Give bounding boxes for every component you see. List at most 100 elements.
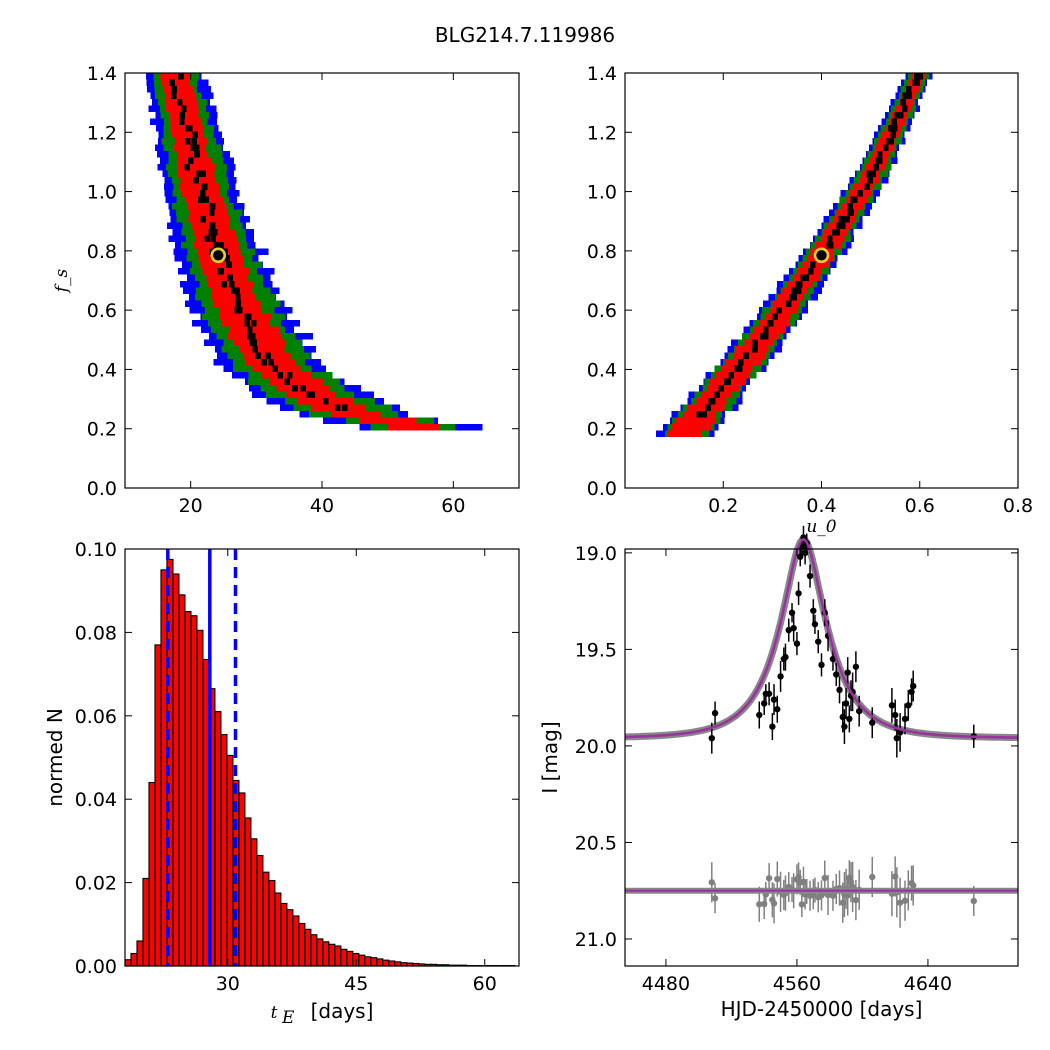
best-fit-cell [701, 411, 707, 418]
best-fit-cell [190, 144, 197, 151]
best-fit-cell [696, 411, 703, 418]
best-fit-cell [203, 196, 209, 203]
data-point [844, 669, 851, 676]
confidence-region-cell [176, 151, 209, 158]
best-fit-cell [876, 157, 883, 164]
confidence-region-cell [177, 164, 215, 171]
best-fit-cell [247, 333, 253, 340]
data-point [795, 590, 802, 597]
panel-fs-vs-te: 20 40 60 0.0 0.2 0.4 0.6 0.8 1.0 1.2 1.4 f_s [52, 63, 520, 517]
residual-point [708, 879, 715, 886]
best-fit-cell [776, 307, 783, 314]
best-fit-cell [900, 99, 907, 106]
histogram-bar [238, 792, 246, 967]
best-fit-cell [796, 281, 803, 288]
best-fit-cell [851, 196, 858, 203]
best-fit-cell [180, 105, 187, 112]
data-point [793, 640, 801, 647]
histogram-bar [244, 817, 252, 967]
data-point [841, 723, 848, 730]
panel-te-histogram: 30 45 60 0.00 0.02 0.04 0.06 0.08 0.10 t E [days] no… [43, 539, 520, 1028]
data-point [910, 682, 917, 690]
data-point [855, 707, 863, 715]
best-fit-cell [209, 222, 215, 229]
histogram-bar [298, 922, 306, 967]
best-fit-cell [178, 73, 184, 80]
best-fit-cell [763, 333, 769, 340]
best-fit-cell [218, 242, 224, 249]
model-curve [625, 537, 1019, 739]
best-fit-cell [209, 203, 216, 210]
data-point [711, 709, 719, 717]
y-tick-label: 0.8 [87, 241, 117, 263]
y-tick-label: 0.8 [587, 241, 617, 263]
confidence-region-cell [239, 346, 285, 353]
histogram-bar [280, 902, 288, 967]
best-fit-cell [834, 229, 840, 236]
confidence-region-cell [200, 261, 244, 268]
best-fit-cell [791, 287, 797, 294]
best-fit-cell [866, 170, 873, 177]
best-fit-cell [870, 170, 876, 177]
best-fit-cell [217, 268, 224, 275]
confidence-region-cell [234, 339, 286, 346]
histogram-bar [376, 958, 384, 967]
best-fit-cell [752, 339, 758, 346]
data-point [790, 624, 797, 632]
confidence-region-cell [163, 86, 194, 93]
best-fit-cell [762, 326, 769, 333]
histogram-bar [196, 629, 204, 967]
confidence-region-cell [211, 294, 257, 301]
model-band [625, 535, 1019, 742]
histogram-bar [358, 954, 366, 967]
best-fit-cell [891, 118, 898, 125]
best-fit-cell [230, 287, 237, 294]
histogram-bar [172, 573, 180, 967]
histogram-bar [286, 909, 294, 967]
x-tick-label: 30 [216, 973, 240, 995]
best-fit-cell [891, 125, 898, 132]
confidence-region-cell [202, 268, 250, 275]
y-tick-label: 0.08 [75, 622, 117, 644]
best-fit-cell [226, 261, 232, 268]
confidence-region-cell [180, 190, 219, 197]
confidence-region-cell [726, 359, 762, 366]
confidence-region-cell [332, 411, 381, 418]
confidence-region-cell [179, 183, 220, 190]
best-fit-cell [844, 216, 850, 223]
histogram-bar [262, 871, 270, 967]
best-fit-cell [194, 151, 200, 158]
data-point [836, 686, 843, 694]
best-fit-cell [810, 261, 816, 268]
x-axis-label: HJD-2450000 [days] [721, 997, 923, 1021]
residual-point [869, 873, 876, 881]
data-point [777, 673, 784, 680]
data-point [810, 607, 817, 614]
best-fit-cell [906, 92, 913, 99]
best-fit-cell [914, 79, 921, 86]
y-tick-label: 0.02 [75, 873, 117, 895]
y-tick-label: 20.5 [575, 832, 617, 854]
best-fit-cell [341, 404, 348, 411]
histogram-bar [292, 915, 300, 967]
x-axis-label: u_0 [806, 517, 836, 537]
confidence-region-cell [667, 430, 703, 437]
residual-point [756, 901, 763, 908]
confidence-region-cell [161, 79, 190, 86]
x-tick-label: 0.4 [806, 495, 836, 517]
data-point [888, 702, 896, 709]
best-fit-cell [178, 118, 185, 125]
x-tick-label: 60 [441, 495, 465, 517]
confidence-region-cell [836, 209, 858, 216]
confidence-region-cell [262, 372, 312, 379]
y-tick-label: 0.6 [587, 300, 617, 322]
best-fit-cell [309, 391, 315, 398]
best-fit-cell [200, 216, 206, 223]
best-fit-cell [742, 352, 749, 359]
y-tick-label: 19.5 [575, 639, 617, 661]
best-fit-cell [184, 164, 191, 171]
x-tick-label: 0.6 [905, 495, 935, 517]
histogram-bar [394, 961, 402, 967]
data-point [818, 661, 825, 669]
